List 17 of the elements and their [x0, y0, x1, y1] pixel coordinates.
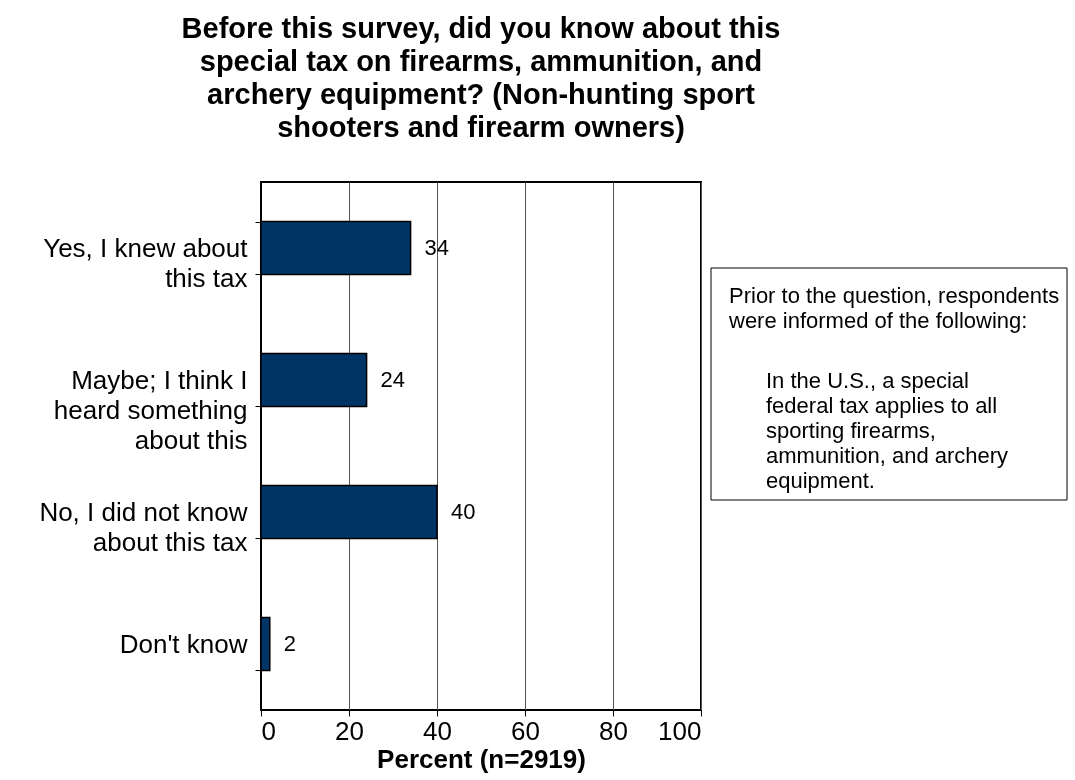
y-tick-label: Don't know — [119, 628, 248, 659]
x-tick-label: 40 — [423, 715, 452, 746]
y-tick-label: Maybe; I think I heard something about this — [53, 364, 248, 455]
x-tick-label: 20 — [335, 715, 364, 746]
text: Prior to the question, respondents were informed of the following: — [728, 283, 1060, 333]
x-axis-title: Percent (n=2919) — [377, 743, 586, 774]
x-tick-label: 0 — [261, 715, 276, 746]
x-tick-label: 60 — [511, 715, 540, 746]
y-tick-label: Yes, I knew about this tax — [43, 232, 249, 293]
data-label: 40 — [451, 499, 476, 524]
data-label: 2 — [283, 631, 297, 656]
y-tick-label: No, I did not know about this tax — [39, 496, 248, 557]
text: In the U.S., a special federal tax applies to all sporting firearms, ammunition, and archery equipment. — [766, 368, 1009, 493]
chart-title: Before this survey, did you know about this special tax on firearms, ammunition, and archery equipment? (Non-hunting sport shooters and firearm owners) — [181, 12, 781, 143]
x-tick-label: 100 — [658, 715, 702, 746]
data-label: 24 — [380, 367, 406, 392]
x-tick-label: 80 — [599, 715, 628, 746]
